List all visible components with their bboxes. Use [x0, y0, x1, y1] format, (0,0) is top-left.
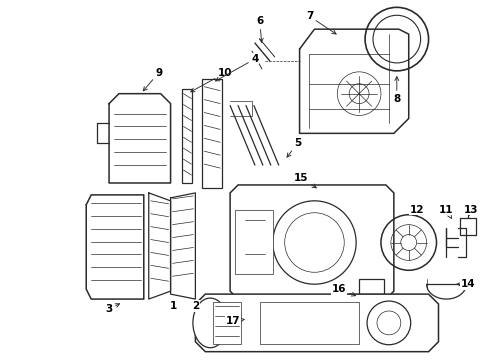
- Text: 16: 16: [332, 284, 356, 296]
- Text: 12: 12: [410, 205, 424, 216]
- Circle shape: [273, 201, 356, 284]
- Text: 1: 1: [170, 301, 177, 311]
- Bar: [344, 294, 399, 349]
- Circle shape: [285, 213, 344, 272]
- Bar: [202, 79, 222, 188]
- Bar: [260, 302, 359, 344]
- Polygon shape: [230, 185, 394, 299]
- Circle shape: [377, 311, 401, 335]
- Text: 5: 5: [287, 138, 301, 157]
- Text: 7: 7: [306, 11, 336, 34]
- Text: 3: 3: [105, 304, 120, 314]
- Bar: [235, 210, 273, 274]
- Polygon shape: [196, 294, 439, 352]
- Text: 10: 10: [191, 68, 232, 92]
- Text: 14: 14: [457, 279, 476, 289]
- Text: 4: 4: [216, 54, 259, 81]
- Text: 2: 2: [192, 301, 199, 311]
- Text: 8: 8: [393, 77, 400, 104]
- Text: 17: 17: [226, 316, 245, 326]
- Text: 11: 11: [439, 205, 454, 219]
- Text: 13: 13: [464, 205, 479, 216]
- Bar: [213, 302, 241, 344]
- Text: 6: 6: [256, 16, 264, 42]
- Ellipse shape: [193, 298, 228, 348]
- Bar: [359, 279, 384, 294]
- Text: 9: 9: [143, 68, 162, 91]
- Circle shape: [367, 301, 411, 345]
- Bar: [182, 89, 193, 183]
- Text: 15: 15: [294, 173, 316, 188]
